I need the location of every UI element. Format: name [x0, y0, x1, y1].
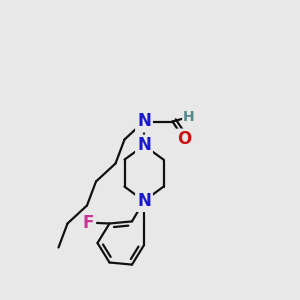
- Text: O: O: [177, 130, 192, 148]
- Text: H: H: [183, 110, 195, 124]
- Text: N: N: [137, 136, 151, 154]
- Text: F: F: [83, 214, 94, 232]
- Text: N: N: [137, 112, 151, 130]
- Text: N: N: [137, 192, 151, 210]
